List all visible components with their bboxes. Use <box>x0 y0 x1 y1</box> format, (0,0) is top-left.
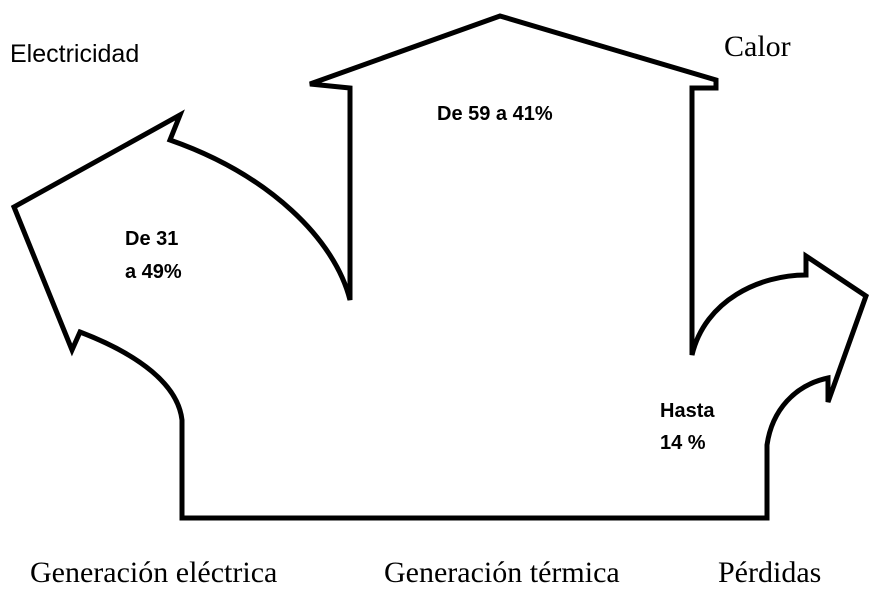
flow-label: De 31 <box>125 228 178 250</box>
flow-outline <box>10 13 869 521</box>
input-label: Pérdidas <box>718 556 821 589</box>
flow-label: a 49% <box>125 261 182 283</box>
output-label: Calor <box>724 30 791 63</box>
flow-label: Hasta <box>660 400 715 422</box>
flow-label: De 59 a 41% <box>437 103 553 125</box>
input-label: Generación eléctrica <box>30 556 277 589</box>
output-label: Electricidad <box>10 40 139 68</box>
input-label: Generación térmica <box>384 556 620 589</box>
flow-label: 14 % <box>660 432 706 454</box>
